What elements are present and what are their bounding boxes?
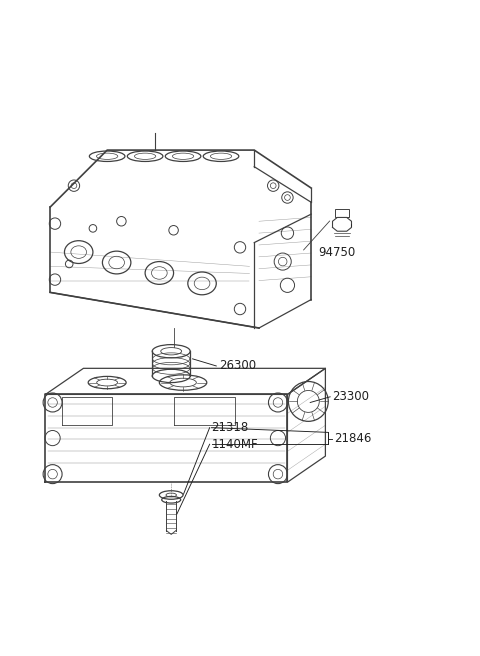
- Text: 1140MF: 1140MF: [212, 438, 258, 451]
- Text: 21318: 21318: [212, 421, 249, 434]
- Text: 26300: 26300: [219, 359, 256, 373]
- Text: 23300: 23300: [333, 390, 370, 403]
- Text: 21846: 21846: [334, 432, 372, 445]
- Text: 94750: 94750: [319, 247, 356, 259]
